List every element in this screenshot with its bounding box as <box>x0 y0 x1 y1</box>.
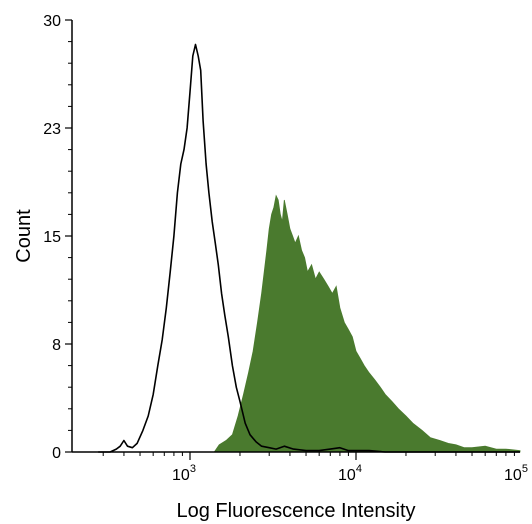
x-axis-title: Log Fluorescence Intensity <box>176 500 415 522</box>
x-ticks: 103 104 105 <box>102 452 528 484</box>
y-tick-label: 23 <box>43 121 61 138</box>
y-ticks: 0 8 15 23 30 <box>43 13 72 462</box>
y-tick-label: 15 <box>43 229 61 246</box>
y-tick-label: 30 <box>43 13 61 30</box>
x-tick-label: 104 <box>338 463 362 484</box>
y-tick-label: 0 <box>52 445 61 462</box>
series-0-line <box>98 43 520 453</box>
x-tick-label: 103 <box>172 463 196 484</box>
x-tick-label: 105 <box>504 463 528 484</box>
series-1-area <box>213 194 521 453</box>
y-axis-title: Count <box>13 209 35 263</box>
series-layer <box>98 43 521 453</box>
y-tick-label: 8 <box>52 337 61 354</box>
